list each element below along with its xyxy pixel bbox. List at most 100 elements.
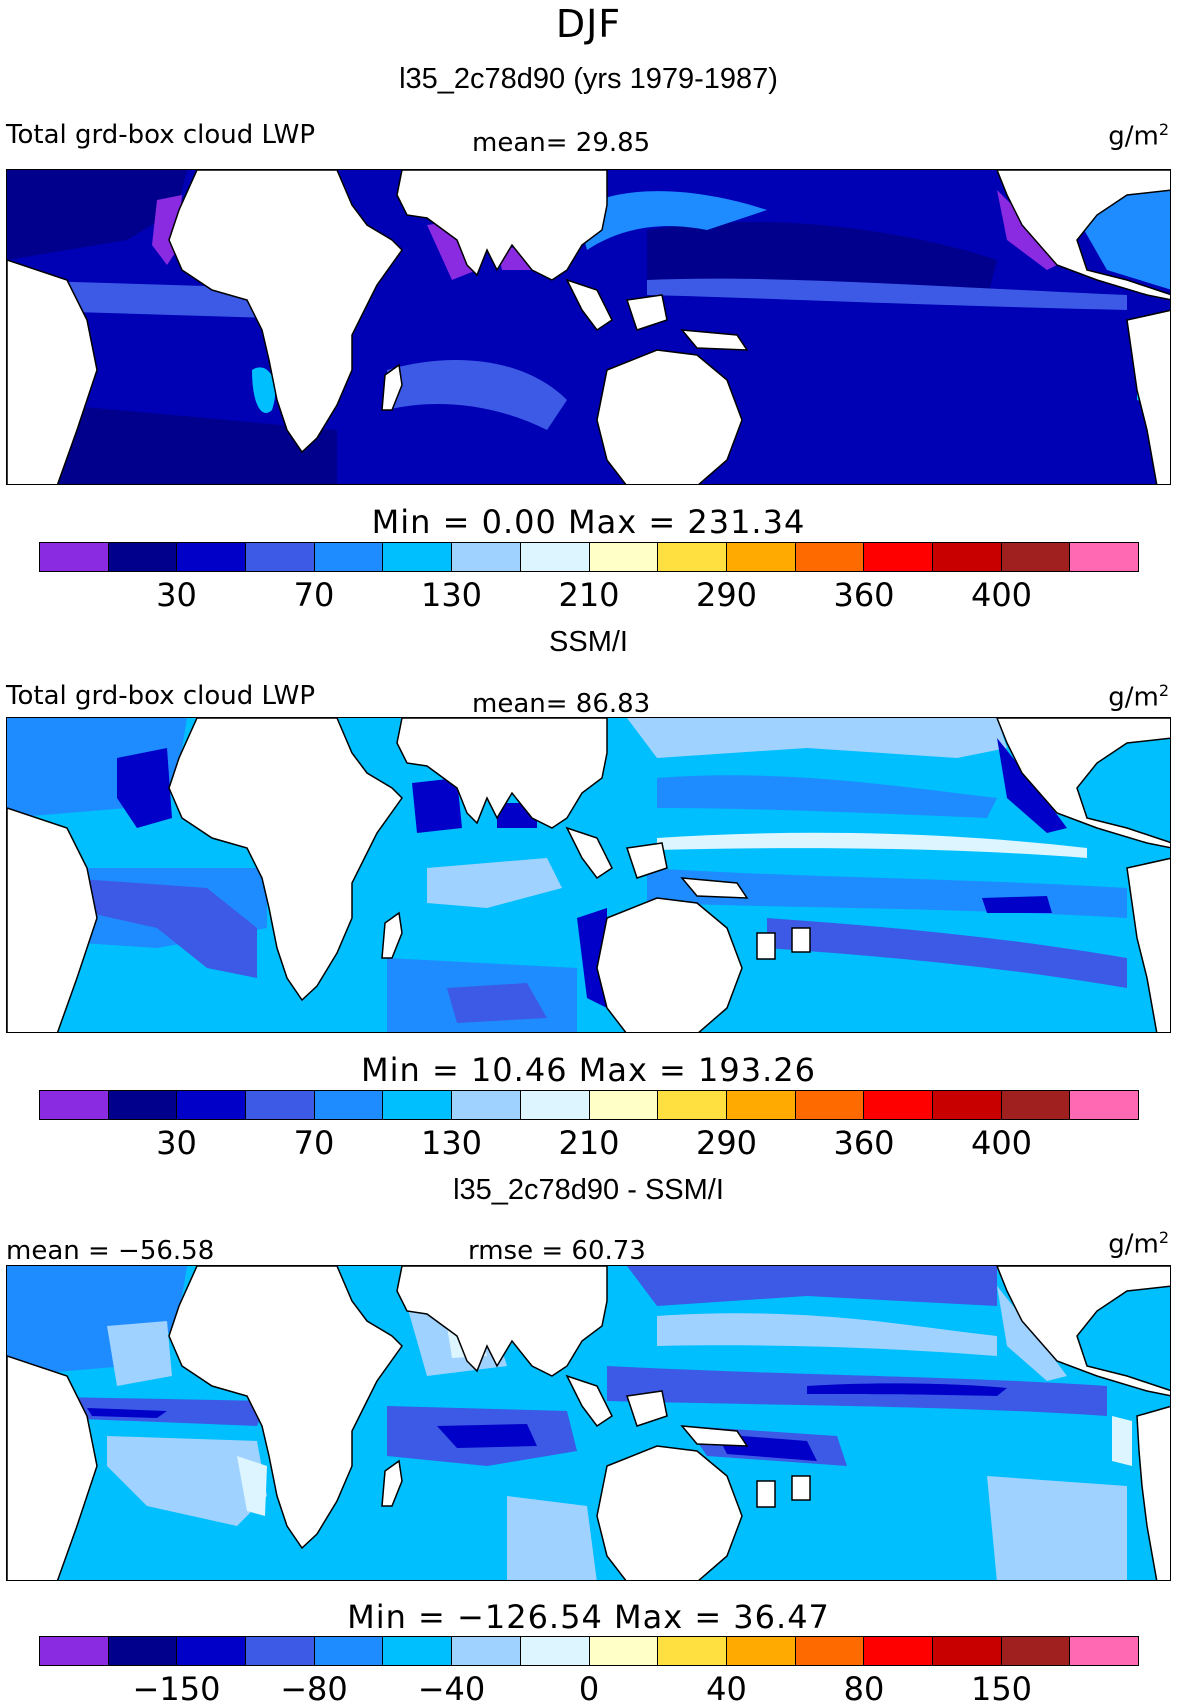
- colorbar-swatch: [314, 1637, 384, 1665]
- colorbar-swatch: [589, 543, 659, 571]
- colorbar-tick-label: 290: [695, 576, 758, 614]
- colorbar-swatch: [314, 1091, 384, 1119]
- colorbar-swatch: [520, 1091, 590, 1119]
- australia: [596, 897, 743, 1032]
- map-panel: [6, 717, 1171, 1033]
- field-patch: [447, 983, 547, 1023]
- colorbar-swatch: [246, 1091, 315, 1119]
- madagascar: [381, 911, 403, 959]
- field-patch: [657, 1313, 997, 1356]
- colorbar-swatch: [795, 543, 865, 571]
- borneo: [626, 1390, 668, 1427]
- field-patch: [577, 908, 607, 1008]
- africa: [168, 1266, 403, 1550]
- colorbar: [39, 1636, 1139, 1666]
- colorbar-tick-label: 130: [420, 576, 483, 614]
- colorbar-tick-label: −150: [132, 1670, 221, 1708]
- colorbar-swatch: [177, 1637, 247, 1665]
- colorbar-tick-label: 70: [293, 576, 335, 614]
- colorbar-tick-label: 400: [970, 576, 1033, 614]
- field-patch: [252, 367, 276, 414]
- min-max-label: Min = 0.00 Max = 231.34: [371, 503, 806, 541]
- field-patch: [387, 360, 567, 430]
- field-patch: [627, 1266, 997, 1306]
- colorbar-swatch: [452, 543, 521, 571]
- colorbar-tick-label: 400: [970, 1124, 1033, 1162]
- colorbar-tick-label: −80: [280, 1670, 348, 1708]
- se-asia: [565, 826, 613, 880]
- field-patch: [427, 858, 562, 908]
- colorbar-swatch: [520, 1637, 590, 1665]
- colorbar-swatch: [40, 543, 109, 571]
- south-america: [1126, 857, 1170, 1032]
- colorbar-swatch: [1001, 1637, 1071, 1665]
- south-america-west: [7, 807, 98, 1032]
- field-patch: [117, 748, 172, 828]
- colorbar-swatch: [246, 543, 315, 571]
- colorbar-swatch: [932, 1091, 1002, 1119]
- madagascar: [381, 1459, 403, 1507]
- variable-label: Total grd-box cloud LWP: [6, 681, 316, 711]
- rmse-label: rmse = 60.73: [468, 1236, 646, 1266]
- field-patch: [647, 278, 1127, 310]
- colorbar-swatch: [40, 1091, 109, 1119]
- north-america: [996, 718, 1170, 849]
- south-america: [1136, 1405, 1170, 1580]
- colorbar-swatch: [658, 543, 727, 571]
- colorbar-tick-label: 70: [293, 1124, 335, 1162]
- field-patch: [107, 1321, 172, 1386]
- field-patch: [577, 191, 767, 250]
- field-patch: [627, 718, 1007, 758]
- colorbar: [39, 542, 1139, 572]
- panel-title: l35_2c78d90 - SSM/I: [453, 1174, 724, 1206]
- variable-label: Total grd-box cloud LWP: [6, 120, 316, 150]
- colorbar-swatch: [452, 1637, 521, 1665]
- colorbar-tick-label: 290: [695, 1124, 758, 1162]
- colorbar-tick-label: 30: [156, 576, 197, 614]
- field-patch: [7, 400, 337, 484]
- colorbar-swatch: [589, 1091, 659, 1119]
- colorbar-swatch: [520, 543, 590, 571]
- island-box: [756, 932, 776, 960]
- field-patch: [657, 775, 997, 818]
- new-guinea: [680, 1425, 749, 1447]
- colorbar-swatch: [658, 1091, 727, 1119]
- colorbar-swatch: [864, 1091, 933, 1119]
- field-patch: [507, 1496, 597, 1580]
- africa: [168, 718, 403, 1002]
- colorbar-tick-label: 40: [706, 1670, 747, 1708]
- colorbar-tick-label: 210: [558, 1124, 620, 1162]
- colorbar: [39, 1090, 1139, 1120]
- island-box: [791, 1475, 811, 1501]
- unit-label: g/m2: [1108, 681, 1169, 713]
- mean-label: mean = −56.58: [6, 1236, 215, 1266]
- north-america: [996, 1266, 1170, 1397]
- australia: [596, 1445, 743, 1580]
- colorbar-swatch: [726, 543, 796, 571]
- min-max-label: Min = −126.54 Max = 36.47: [347, 1598, 830, 1636]
- field-patch: [807, 1383, 1007, 1396]
- island-box: [756, 1480, 776, 1508]
- south-america-west: [7, 259, 98, 484]
- colorbar-swatch: [1001, 543, 1071, 571]
- arabia-asia: [396, 718, 608, 829]
- se-asia: [565, 278, 613, 332]
- madagascar: [381, 363, 403, 411]
- colorbar-swatch: [40, 1637, 109, 1665]
- colorbar-swatch: [1070, 1091, 1138, 1119]
- colorbar-swatch: [108, 1091, 178, 1119]
- min-max-label: Min = 10.46 Max = 193.26: [361, 1051, 816, 1089]
- map-svg: [7, 718, 1170, 1032]
- colorbar-tick-label: 30: [156, 1124, 197, 1162]
- field-patch: [237, 1456, 267, 1516]
- panel-title: l35_2c78d90 (yrs 1979-1987): [399, 63, 778, 95]
- north-america: [996, 170, 1170, 301]
- colorbar-swatch: [932, 1637, 1002, 1665]
- unit-label: g/m2: [1108, 1228, 1169, 1260]
- colorbar-swatch: [383, 1637, 453, 1665]
- colorbar-swatch: [108, 1637, 178, 1665]
- colorbar-swatch: [864, 1637, 933, 1665]
- south-america: [1126, 309, 1170, 484]
- colorbar-swatch: [795, 1637, 865, 1665]
- map-panel: [6, 169, 1171, 485]
